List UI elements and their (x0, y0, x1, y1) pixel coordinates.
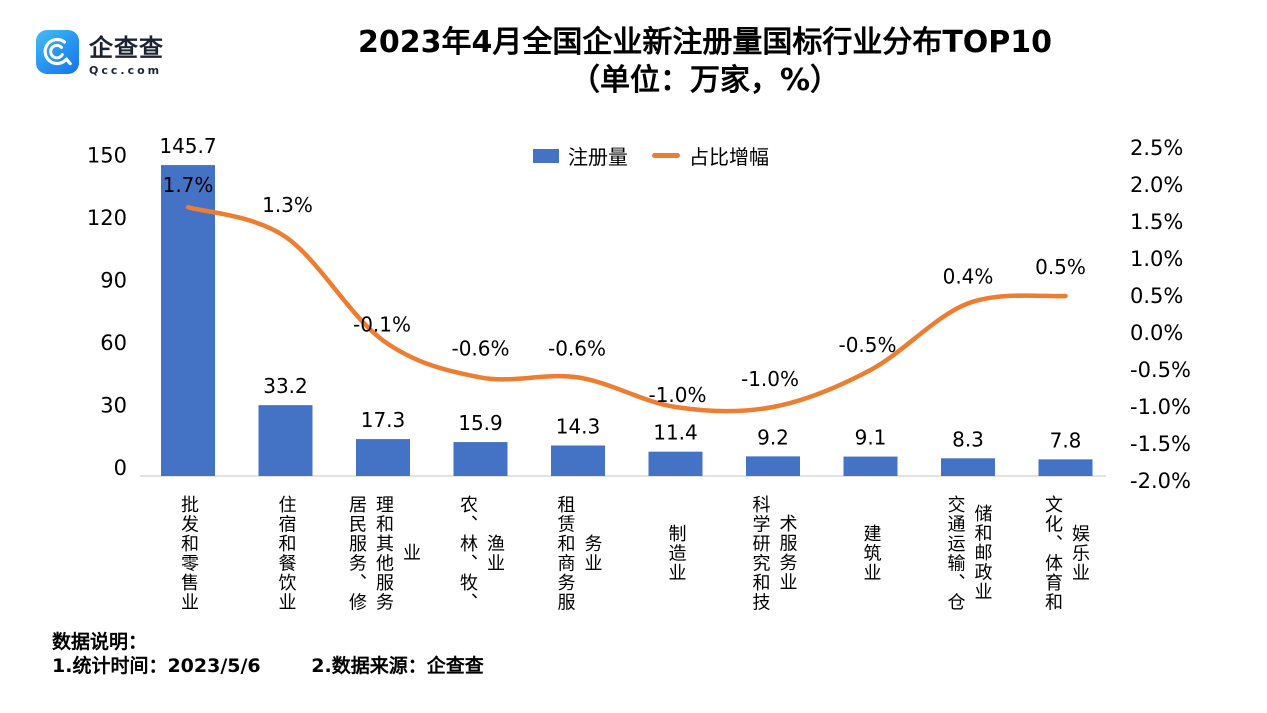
category-label: 住宿和餐饮业 (275, 489, 297, 617)
category-label: 科学研究和技 术服务业 (749, 489, 798, 617)
chart-title-line1: 2023年4月全国企业新注册量国标行业分布TOP10 (357, 25, 1053, 60)
chart-legend: 注册量 占比增幅 (533, 141, 769, 170)
category-label-column: 渔业 (484, 533, 505, 573)
category-label-column: 住宿和餐饮业 (275, 494, 297, 612)
category-label-column: 农、林、牧、 (457, 494, 478, 612)
left-axis-tick-label: 60 (100, 331, 127, 355)
right-axis-tick-label: -1.0% (1130, 395, 1191, 419)
bar-value-label: 8.3 (952, 427, 984, 451)
right-axis-tick-label: 0.5% (1130, 284, 1183, 308)
right-axis-tick-label: -1.5% (1130, 432, 1191, 456)
line-value-label: -0.6% (451, 336, 509, 360)
line-value-label: -0.1% (353, 312, 411, 336)
category-label-column: 储和邮政业 (971, 504, 993, 602)
category-label-column: 文化、体育和 (1042, 494, 1063, 612)
category-label: 批发和零售业 (178, 489, 199, 617)
legend-line-swatch (652, 153, 680, 158)
bar-value-label: 145.7 (159, 134, 216, 158)
left-axis-tick-label: 30 (100, 394, 127, 418)
bar-value-label: 9.1 (855, 426, 887, 450)
bar (551, 445, 605, 476)
line-value-label: 0.4% (943, 264, 994, 288)
category-label: 租赁和商务服 务业 (554, 489, 603, 617)
category-label-column: 建筑业 (860, 523, 882, 583)
left-axis-tick-label: 150 (87, 144, 127, 168)
bar-value-label: 7.8 (1050, 428, 1082, 452)
notes-heading: 数据说明： (52, 631, 148, 653)
legend-bar-swatch (533, 148, 559, 163)
chart-title-line2: （单位：万家，%） (569, 63, 841, 98)
qcc-logo-tile (36, 30, 79, 74)
category-label: 交通运输、仓 储和邮政业 (944, 489, 993, 617)
notes-row: 1.统计时间：2023/5/6 2.数据来源：企查查 (52, 654, 484, 678)
category-label-column: 务业 (581, 533, 603, 573)
left-axis-tick-label: 120 (87, 206, 127, 230)
line-value-label: -1.0% (741, 367, 799, 391)
bar (258, 405, 313, 476)
bar (453, 442, 508, 476)
right-axis-tick-label: 0.0% (1130, 321, 1183, 345)
bar-value-label: 33.2 (263, 374, 308, 398)
right-axis-tick-label: 1.0% (1130, 247, 1183, 271)
category-label-column: 批发和零售业 (178, 494, 199, 612)
line-value-label: -1.0% (648, 383, 706, 407)
bar-value-label: 14.3 (556, 414, 601, 438)
line-value-label: -0.6% (548, 336, 606, 360)
notes-data-source: 2.数据来源：企查查 (311, 655, 484, 677)
line-value-label: 0.5% (1035, 255, 1086, 279)
bar-value-label: 17.3 (361, 408, 406, 432)
bar-value-label: 15.9 (458, 411, 503, 435)
category-label: 农、林、牧、 渔业 (457, 489, 505, 617)
right-axis-tick-label: 2.0% (1130, 173, 1183, 197)
line-value-label: 1.3% (262, 193, 313, 217)
category-label: 居民服务、修 理和其他服务业 (346, 489, 421, 617)
bar (941, 458, 995, 476)
bar (161, 165, 215, 476)
category-label-column: 科学研究和技 (749, 494, 771, 612)
data-notes: 数据说明： 1.统计时间：2023/5/6 2.数据来源：企查查 (52, 630, 484, 678)
brand-text: 企查查 Qcc.com (89, 36, 164, 77)
category-label-column: 理和其他服务 (373, 494, 394, 612)
brand-logo: 企查查 Qcc.com (36, 30, 164, 77)
line-value-label: -0.5% (838, 333, 896, 357)
line-value-label: 1.7% (163, 173, 214, 197)
category-label-column: 居民服务、修 (346, 494, 367, 612)
trend-line (185, 204, 1068, 414)
left-axis-tick-label: 90 (100, 269, 127, 293)
legend-bar-label: 注册量 (568, 145, 628, 169)
bar (356, 439, 410, 476)
category-label-column: 业 (400, 543, 421, 563)
category-label: 文化、体育和 娱乐业 (1042, 489, 1090, 617)
brand-name: 企查查 (89, 34, 164, 62)
right-axis-tick-label: -0.5% (1130, 358, 1191, 382)
qcc-magnifier-icon (43, 37, 72, 66)
bar (648, 451, 703, 476)
right-axis-tick-label: 1.5% (1130, 210, 1183, 234)
bar (746, 456, 800, 476)
category-label: 建筑业 (860, 489, 882, 617)
left-axis-tick-label: 0 (114, 456, 127, 480)
bar-value-label: 9.2 (757, 425, 789, 449)
bar (1038, 459, 1093, 476)
brand-domain: Qcc.com (89, 64, 163, 77)
x-axis-category-labels: 批发和零售业 住宿和餐饮业 居民服务、修 理和其他服务业农、林、牧、 渔业 租赁和商务服务… (0, 489, 1267, 619)
chart-title: 2023年4月全国企业新注册量国标行业分布TOP10 （单位：万家，%） (345, 24, 1065, 100)
bar-value-label: 11.4 (653, 421, 698, 445)
category-label: 制造业 (665, 489, 687, 617)
legend-line-label: 占比增幅 (689, 145, 769, 169)
right-axis-tick-label: 2.5% (1130, 136, 1183, 160)
category-label-column: 交通运输、仓 (944, 494, 966, 612)
category-label-column: 租赁和商务服 (554, 494, 576, 612)
category-label-column: 娱乐业 (1069, 523, 1090, 583)
category-label-column: 术服务业 (776, 514, 798, 592)
category-label-column: 制造业 (665, 523, 687, 583)
notes-stat-time: 1.统计时间：2023/5/6 (52, 655, 261, 677)
bar (843, 456, 898, 476)
right-axis-tick-label: -2.0% (1130, 469, 1191, 493)
